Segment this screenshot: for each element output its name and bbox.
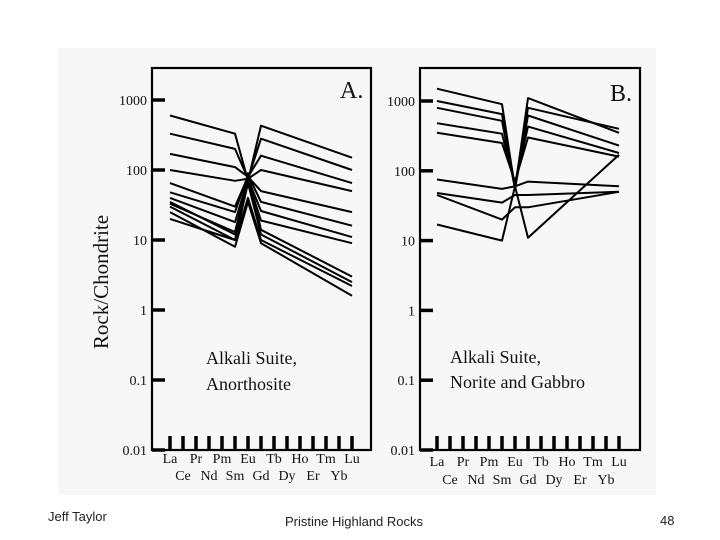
series-line	[169, 200, 353, 297]
series-line	[169, 196, 353, 287]
series-line	[436, 106, 620, 190]
x-tick-label: Er	[306, 469, 320, 484]
panel-label: B.	[610, 81, 632, 107]
x-tick-label: Gd	[252, 469, 269, 484]
chart-title-line: Alkali Suite,	[206, 348, 297, 368]
x-tick-label: Ce	[175, 469, 191, 484]
panel-label: A.	[340, 78, 363, 104]
x-tick-label: Tb	[266, 452, 282, 467]
series-line	[436, 153, 620, 242]
panel-a-chart: 1000 100 10 1 0.1 0.01 La Pr Pm Eu Tb Ho Tm Lu Ce Nd Sm G…	[89, 66, 373, 484]
chart-title-line: Norite and Gabbro	[450, 372, 585, 392]
y-tick-label: 10	[401, 235, 415, 250]
series-line	[436, 131, 620, 183]
x-tick-label: Eu	[240, 452, 256, 467]
y-tick-label: 10	[133, 234, 147, 249]
y-tick-label: 0.01	[391, 444, 416, 459]
series-line	[436, 190, 620, 204]
y-tick-label: 1	[408, 304, 415, 319]
x-tick-label: Gd	[519, 473, 536, 488]
x-tick-label: Ce	[442, 473, 458, 488]
series-line	[436, 122, 620, 185]
panel-b-chart: 1000 100 10 1 0.1 0.01 La Pr Pm Eu Tb Ho Tm Lu Ce Nd Sm G…	[387, 66, 642, 488]
figure-panel	[58, 48, 656, 495]
y-tick-label: 100	[394, 165, 415, 180]
x-tick-label: Ho	[291, 452, 308, 467]
footer-author: Jeff Taylor	[48, 509, 107, 524]
x-tick-label: Lu	[611, 455, 627, 470]
x-tick-label: Dy	[278, 469, 295, 484]
x-tick-label: Tb	[533, 455, 549, 470]
y-axis-label: Rock/Chondrite	[89, 215, 113, 349]
plot-frame	[418, 66, 642, 452]
y-tick-label: 0.01	[123, 444, 148, 459]
x-tick-label: La	[430, 455, 446, 470]
series-line	[169, 177, 353, 239]
y-tick-label: 1000	[119, 94, 147, 109]
footer-page-number: 48	[660, 513, 675, 528]
x-tick-label: Nd	[467, 473, 484, 488]
x-tick-label: La	[163, 452, 179, 467]
x-tick-label: Pr	[190, 452, 203, 467]
x-tick-label: Er	[573, 473, 587, 488]
series-line	[169, 172, 353, 278]
x-tick-label: Nd	[200, 469, 217, 484]
x-tick-label: Yb	[597, 473, 614, 488]
series-line	[169, 152, 353, 185]
x-tick-label: Pr	[457, 455, 470, 470]
x-tick-label: Lu	[344, 452, 360, 467]
series-line	[169, 169, 353, 193]
x-tick-label: Yb	[330, 469, 347, 484]
chart-title-line: Alkali Suite,	[450, 347, 541, 367]
x-tick-label: Tm	[316, 452, 336, 467]
x-tick-label: Sm	[226, 469, 245, 484]
series-line	[169, 182, 353, 283]
chart-title-line: Anorthosite	[206, 374, 291, 394]
x-tick-label: Ho	[558, 455, 575, 470]
x-tick-label: Pm	[480, 455, 499, 470]
y-tick-label: 1	[140, 304, 147, 319]
y-tick-label: 100	[126, 164, 147, 179]
y-tick-label: 1000	[387, 95, 415, 110]
y-tick-label: 0.1	[398, 374, 416, 389]
series-line	[436, 190, 620, 221]
x-tick-label: Eu	[507, 455, 523, 470]
x-tick-label: Dy	[545, 473, 562, 488]
x-tick-label: Tm	[583, 455, 603, 470]
footer-title: Pristine Highland Rocks	[285, 514, 424, 529]
x-tick-label: Pm	[213, 452, 232, 467]
series-line	[169, 175, 353, 214]
x-tick-label: Sm	[493, 473, 512, 488]
y-tick-label: 0.1	[130, 374, 148, 389]
